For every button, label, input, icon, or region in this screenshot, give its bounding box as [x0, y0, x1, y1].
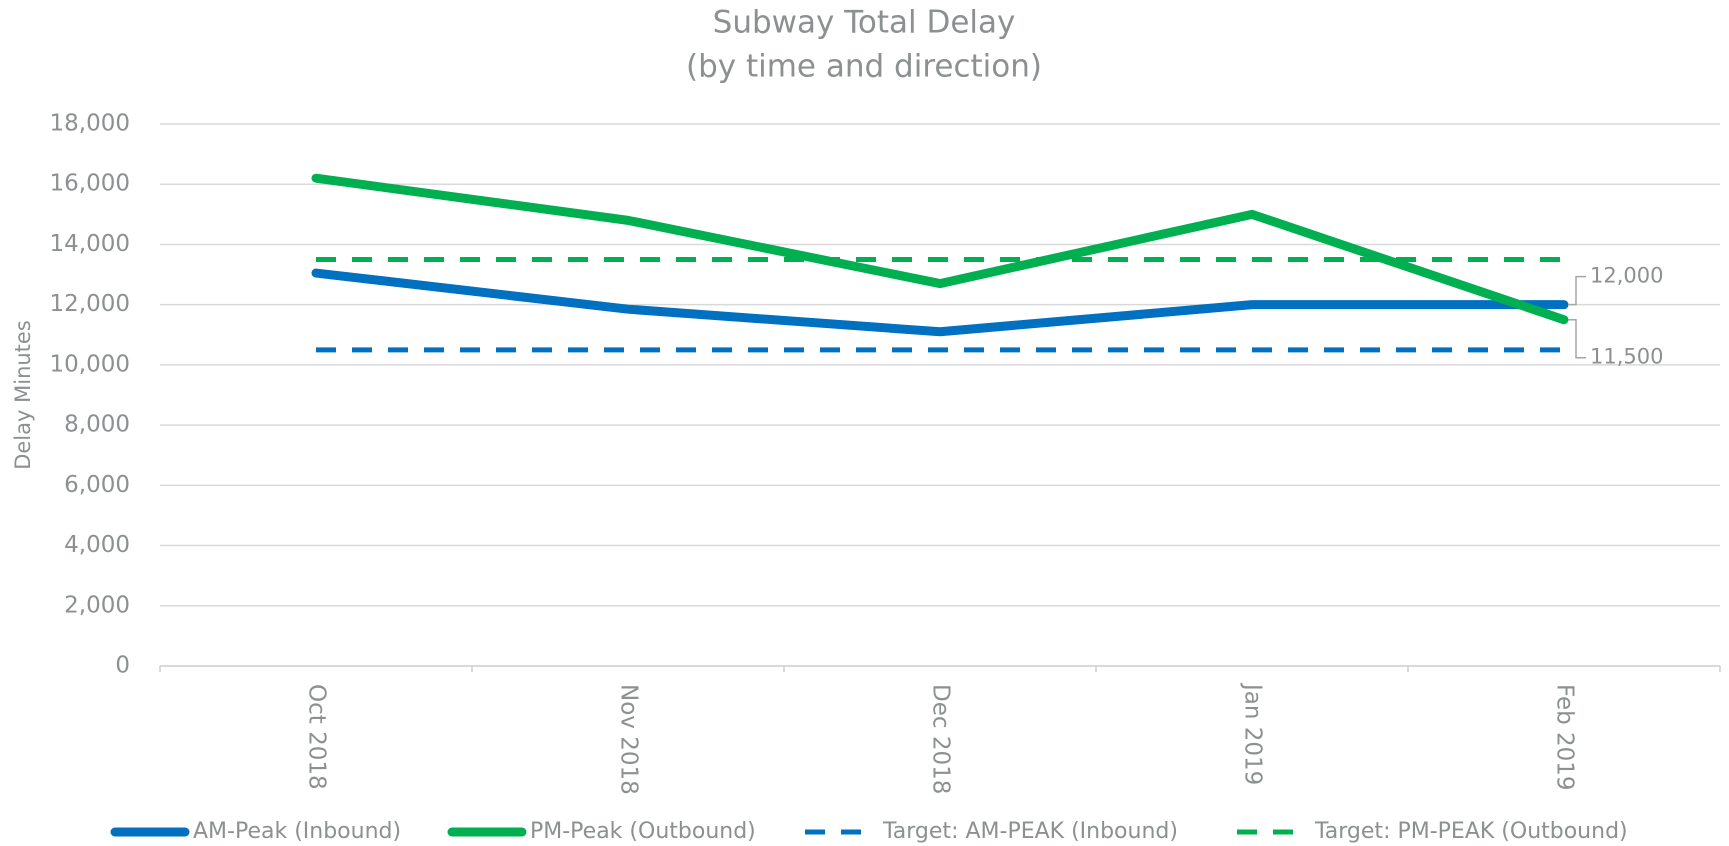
y-tick-label: 8,000 — [64, 412, 130, 438]
legend-label: AM-Peak (Inbound) — [193, 819, 401, 844]
y-tick-label: 16,000 — [50, 171, 130, 197]
chart-title: Subway Total Delay — [713, 5, 1016, 41]
leader-line — [1568, 275, 1586, 306]
x-tick-label: Dec 2018 — [928, 684, 954, 794]
series-line — [311, 268, 1569, 337]
y-tick-label: 0 — [115, 653, 130, 679]
y-tick-label: 12,000 — [50, 291, 130, 317]
data-label: 12,000 — [1590, 264, 1663, 288]
chart-subtitle: (by time and direction) — [686, 49, 1042, 85]
y-tick-label: 10,000 — [50, 351, 130, 377]
data-label: 11,500 — [1590, 345, 1663, 369]
x-tick-label: Nov 2018 — [616, 684, 642, 795]
series-line — [311, 173, 1569, 325]
legend-label: PM-Peak (Outbound) — [530, 819, 756, 844]
y-tick-label: 4,000 — [64, 532, 130, 558]
y-tick-label: 14,000 — [50, 231, 130, 257]
y-tick-label: 18,000 — [50, 111, 130, 137]
legend-label: Target: AM-PEAK (Inbound) — [882, 819, 1178, 844]
y-tick-label: 6,000 — [64, 472, 130, 498]
y-tick-label: 2,000 — [64, 592, 130, 618]
x-tick-label: Oct 2018 — [304, 684, 330, 790]
y-axis-label: Delay Minutes — [11, 320, 35, 470]
x-tick-label: Jan 2019 — [1240, 682, 1266, 785]
leader-line — [1568, 318, 1586, 359]
x-tick-label: Feb 2019 — [1552, 684, 1578, 791]
legend-label: Target: PM-PEAK (Outbound) — [1314, 819, 1628, 844]
